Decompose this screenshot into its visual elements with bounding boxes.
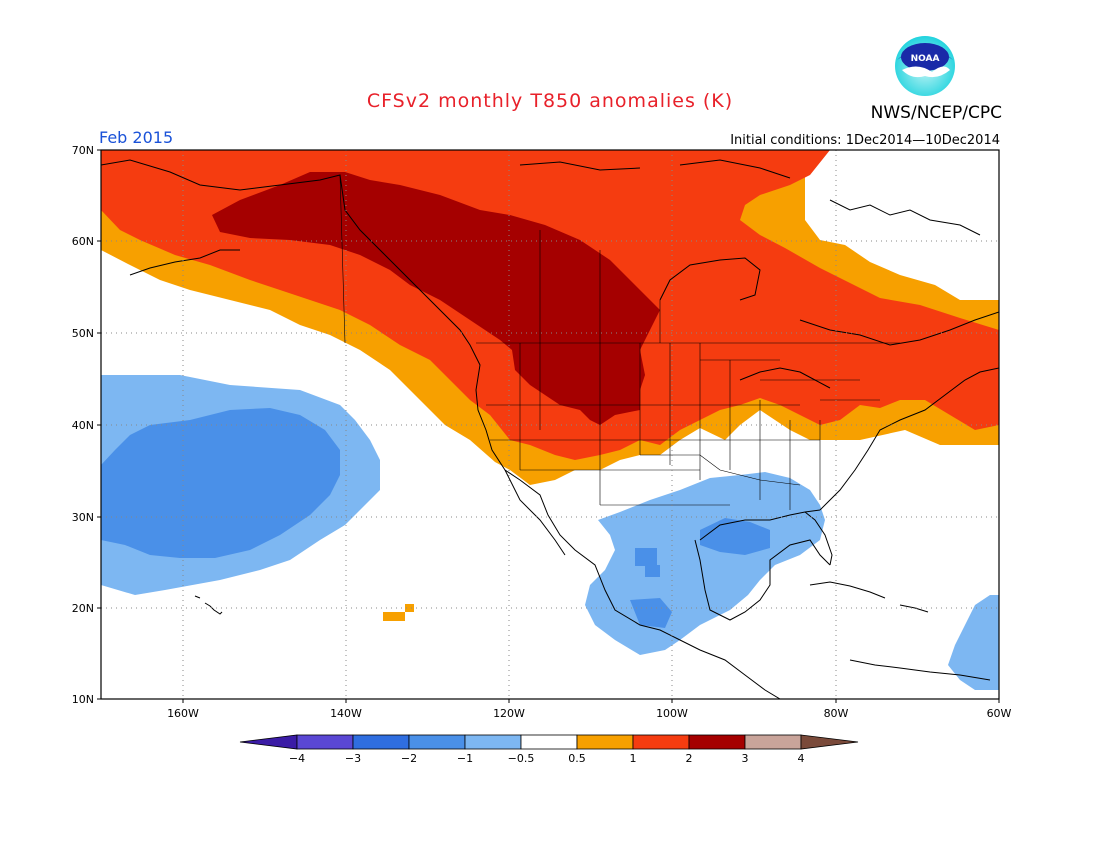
coastlines <box>101 159 999 699</box>
colorbar-label: 1 <box>630 752 637 765</box>
lat-label-40n: 40N <box>72 419 94 432</box>
colorbar-swatch <box>296 734 354 750</box>
lon-label-160w: 160W <box>167 707 199 720</box>
colorbar: −4 −3 −2 −1 −0.5 0.5 1 2 3 4 <box>239 734 859 765</box>
colorbar-swatch <box>520 734 578 750</box>
forecast-month: Feb 2015 <box>99 128 174 147</box>
colorbar-label: −0.5 <box>508 752 535 765</box>
colorbar-label: 4 <box>798 752 805 765</box>
lat-label-60n: 60N <box>72 235 94 248</box>
anomaly-warm-patch-b <box>405 604 414 612</box>
anomaly-cool-pacific-mid <box>101 408 340 558</box>
lon-label-100w: 100W <box>656 707 688 720</box>
colorbar-swatch <box>688 734 746 750</box>
noaa-logo: NOAA <box>895 36 955 96</box>
anomaly-cool-mexico-mid-a <box>635 548 657 566</box>
colorbar-label: 2 <box>686 752 693 765</box>
anomaly-cool-mexico-mid-b <box>645 565 660 577</box>
political-boundaries <box>339 174 900 510</box>
anomaly-cool-atlantic-light <box>948 595 999 690</box>
lon-label-80w: 80W <box>824 707 849 720</box>
agency-label: NWS/NCEP/CPC <box>870 103 1002 123</box>
lon-label-120w: 120W <box>493 707 525 720</box>
lat-label-30n: 30N <box>72 511 94 524</box>
colorbar-arrow-right <box>800 734 859 750</box>
logo-text: NOAA <box>911 54 940 64</box>
lat-label-70n: 70N <box>72 144 94 157</box>
lon-label-140w: 140W <box>330 707 362 720</box>
colorbar-label: −4 <box>289 752 305 765</box>
anomaly-field <box>101 150 999 690</box>
colorbar-label: −3 <box>345 752 361 765</box>
colorbar-swatch <box>632 734 690 750</box>
colorbar-label: 3 <box>742 752 749 765</box>
anomaly-warm-2-region <box>212 172 660 425</box>
colorbar-swatch <box>408 734 466 750</box>
colorbar-label: −2 <box>401 752 417 765</box>
colorbar-swatch <box>744 734 802 750</box>
anomaly-warm-patch <box>383 612 405 621</box>
colorbar-swatch <box>576 734 634 750</box>
colorbar-label: 0.5 <box>568 752 586 765</box>
lat-label-10n: 10N <box>72 693 94 706</box>
anomaly-cool-mexico-mid-c <box>630 598 672 628</box>
colorbar-swatch <box>352 734 410 750</box>
map-title: CFSv2 monthly T850 anomalies (K) <box>366 90 734 112</box>
axis-ticks <box>97 149 1000 703</box>
colorbar-swatch <box>464 734 522 750</box>
initial-conditions: Initial conditions: 1Dec2014—10Dec2014 <box>730 133 1000 148</box>
lat-label-20n: 20N <box>72 602 94 615</box>
colorbar-label: −1 <box>457 752 473 765</box>
colorbar-arrow-left <box>239 734 298 750</box>
lat-label-50n: 50N <box>72 327 94 340</box>
anomaly-neutral-northeast <box>805 150 999 300</box>
lon-label-60w: 60W <box>987 707 1012 720</box>
